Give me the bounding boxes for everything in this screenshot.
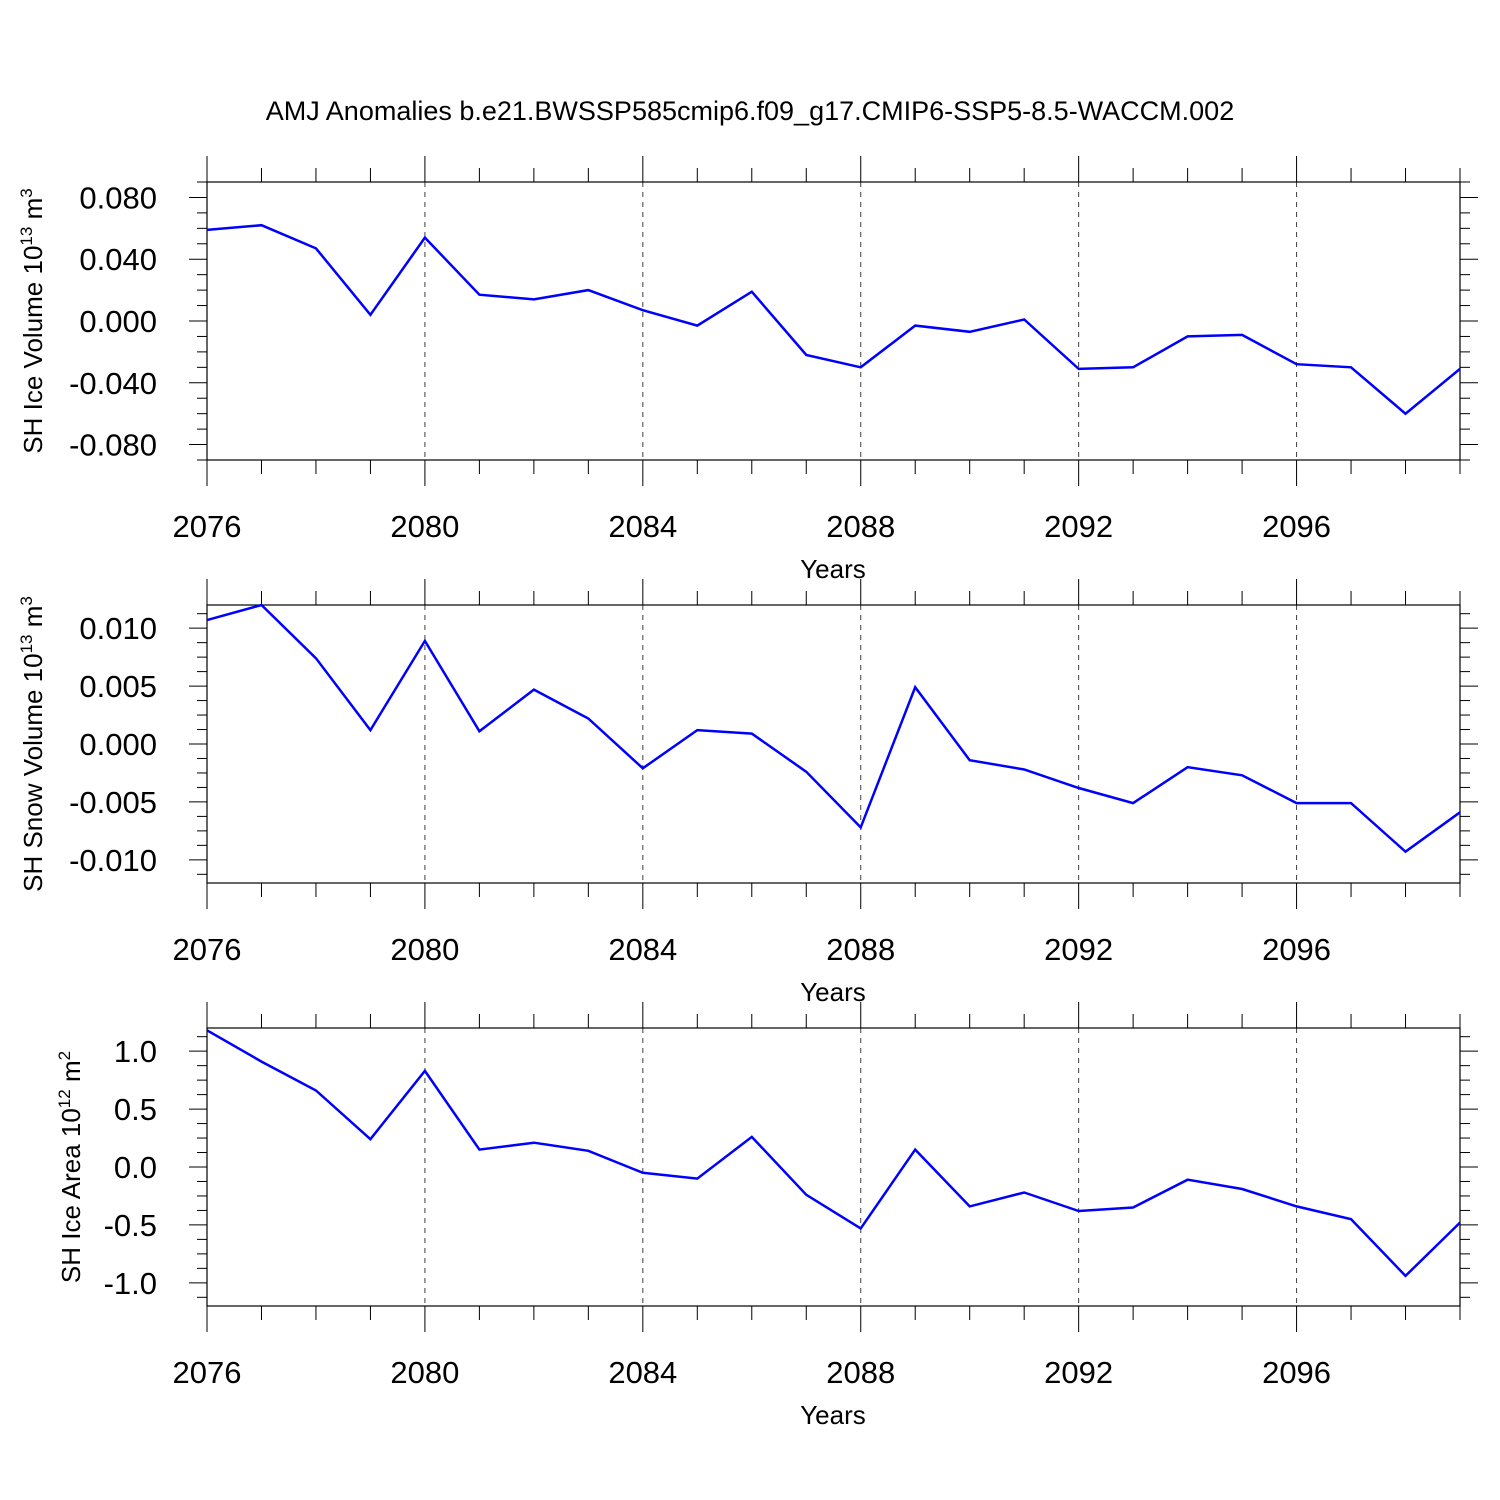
y-axis-label-text: SH Ice Volume 10: [18, 246, 48, 454]
y-tick-label: 0.010: [79, 611, 157, 646]
y-tick-label: 0.005: [79, 669, 157, 704]
y-axis-label: SH Snow Volume 1013 m3: [17, 596, 48, 892]
x-tick-label: 2080: [390, 932, 459, 967]
plot-frame: [206, 1027, 1461, 1307]
x-tick-label: 2076: [173, 932, 242, 967]
panel-1: 0.080 0.040 0.000 -0.040 -0.080 2076 2080 2084 2…: [17, 156, 1478, 584]
y-axis-label-text: SH Snow Volume 10: [18, 653, 48, 891]
x-tick-label: 2076: [173, 1355, 242, 1390]
y-axis-label-unit: m: [18, 606, 48, 635]
y-axis-label-unit-exponent: 2: [55, 1051, 74, 1060]
x-tick-label: 2088: [826, 1355, 895, 1390]
x-tick-label: 2080: [390, 509, 459, 544]
x-axis-label: Years: [800, 554, 866, 584]
series-line: [206, 603, 1461, 854]
figure-title: AMJ Anomalies b.e21.BWSSP585cmip6.f09_g1…: [266, 96, 1234, 126]
y-axis-label-text: SH Ice Area 10: [56, 1108, 86, 1283]
series-line: [206, 223, 1461, 416]
x-tick-label: 2088: [826, 932, 895, 967]
y-axis-label-exponent: 13: [17, 634, 36, 653]
panel-3: 1.0 0.5 0.0 -0.5 -1.0 2076 2080 2084 2088 2092 209…: [55, 1002, 1478, 1430]
x-tick-label: 2092: [1044, 509, 1113, 544]
x-axis-label: Years: [800, 1400, 866, 1430]
y-tick-label: -0.040: [69, 366, 157, 401]
y-tick-label: -1.0: [104, 1266, 157, 1301]
y-axis-label-unit: m: [56, 1060, 86, 1089]
y-tick-label: 0.5: [114, 1092, 157, 1127]
x-tick-label: 2096: [1262, 932, 1331, 967]
series-line: [206, 1029, 1461, 1278]
panels: 0.080 0.040 0.000 -0.040 -0.080 2076 2080 2084 2…: [17, 156, 1478, 1430]
y-axis-label: SH Ice Area 1012 m2: [55, 1051, 86, 1283]
y-axis-label: SH Ice Volume 1013 m3: [17, 188, 48, 453]
y-tick-label: 0.040: [79, 242, 157, 277]
x-tick-label: 2080: [390, 1355, 459, 1390]
y-tick-label: -0.080: [69, 428, 157, 463]
y-axis-label-unit-exponent: 3: [17, 188, 36, 197]
y-axis-label-exponent: 12: [55, 1089, 74, 1108]
y-tick-label: 0.000: [79, 727, 157, 762]
y-axis-label-unit-exponent: 3: [17, 596, 36, 605]
plot-frame: [206, 604, 1461, 884]
x-tick-label: 2096: [1262, 509, 1331, 544]
y-tick-label: 1.0: [114, 1034, 157, 1069]
plot-frame: [206, 181, 1461, 461]
x-axis-label: Years: [800, 977, 866, 1007]
y-tick-label: -0.010: [69, 843, 157, 878]
y-tick-label: 0.000: [79, 304, 157, 339]
y-tick-label: -0.5: [104, 1208, 157, 1243]
x-tick-label: 2092: [1044, 1355, 1113, 1390]
panel-2: 0.010 0.005 0.000 -0.005 -0.010 2076 2080 2084 2…: [17, 579, 1478, 1007]
x-tick-label: 2092: [1044, 932, 1113, 967]
x-tick-label: 2084: [608, 932, 677, 967]
x-tick-label: 2096: [1262, 1355, 1331, 1390]
x-tick-label: 2088: [826, 509, 895, 544]
y-tick-label: 0.0: [114, 1150, 157, 1185]
x-tick-label: 2084: [608, 1355, 677, 1390]
y-tick-label: -0.005: [69, 785, 157, 820]
y-axis-label-exponent: 13: [17, 227, 36, 246]
y-tick-label: 0.080: [79, 180, 157, 215]
x-tick-label: 2076: [173, 509, 242, 544]
x-tick-label: 2084: [608, 509, 677, 544]
y-axis-label-unit: m: [18, 198, 48, 227]
